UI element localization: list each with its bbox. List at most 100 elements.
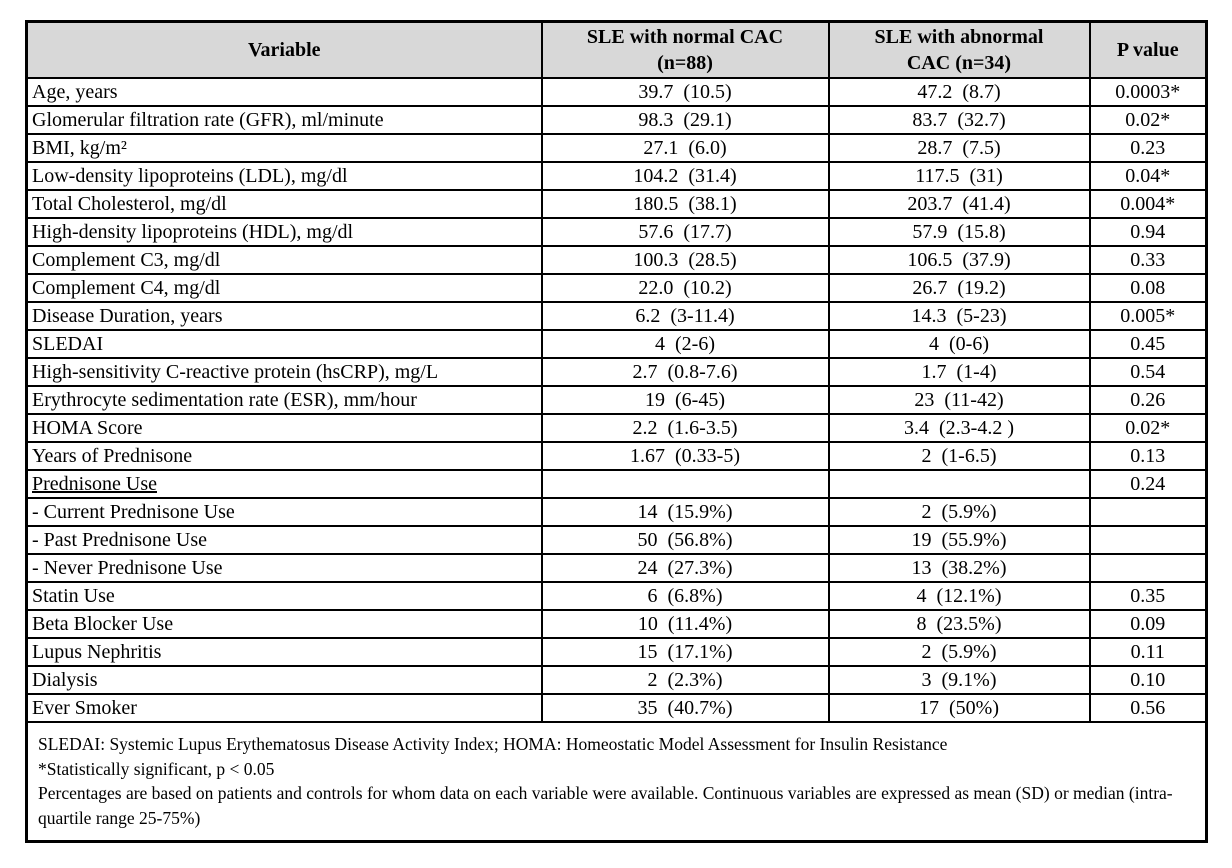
- p-value-cell: 0.005*: [1088, 301, 1208, 331]
- variable-cell: Age, years: [25, 77, 543, 107]
- table-row: Years of Prednisone 1.67 (0.33-5) 2 (1-6.5…: [25, 441, 1208, 471]
- p-value-cell: 0.33: [1088, 245, 1208, 275]
- table-row: Disease Duration, years 6.2 (3-11.4) 14.3 …: [25, 301, 1208, 331]
- abnormal-cac-value-cell: 13 (38.2%): [827, 553, 1091, 583]
- column-header-abnormal-cac: SLE with abnormal CAC (n=34): [827, 20, 1091, 79]
- normal-cac-value-cell: 2.2 (1.6-3.5): [540, 413, 830, 443]
- variable-cell: - Current Prednisone Use: [25, 497, 543, 527]
- column-header-normal-cac: SLE with normal CAC (n=88): [540, 20, 830, 79]
- variable-cell: High-density lipoproteins (HDL), mg/dl: [25, 217, 543, 247]
- variable-cell: Disease Duration, years: [25, 301, 543, 331]
- abnormal-cac-value-cell: 57.9 (15.8): [827, 217, 1091, 247]
- table-row: Ever Smoker 35 (40.7%) 17 (50%) 0.56: [25, 693, 1208, 723]
- normal-cac-value-cell: 14 (15.9%): [540, 497, 830, 527]
- variable-cell: Lupus Nephritis: [25, 637, 543, 667]
- p-value-cell: 0.35: [1088, 581, 1208, 611]
- normal-cac-value-cell: 104.2 (31.4): [540, 161, 830, 191]
- table-row: - Past Prednisone Use 50 (56.8%) 19 (55.9%…: [25, 525, 1208, 555]
- normal-cac-value-cell: 6.2 (3-11.4): [540, 301, 830, 331]
- p-value-cell: 0.02*: [1088, 413, 1208, 443]
- table-row: Statin Use 6 (6.8%) 4 (12.1%) 0.35: [25, 581, 1208, 611]
- abnormal-cac-value-cell: 26.7 (19.2): [827, 273, 1091, 303]
- abnormal-cac-value-cell: 3.4 (2.3-4.2 ): [827, 413, 1091, 443]
- variable-cell: - Past Prednisone Use: [25, 525, 543, 555]
- normal-cac-value-cell: 39.7 (10.5): [540, 77, 830, 107]
- variable-cell: Statin Use: [25, 581, 543, 611]
- normal-cac-value-cell: 19 (6-45): [540, 385, 830, 415]
- footnote-percentages: Percentages are based on patients and co…: [38, 783, 1173, 828]
- table-row: Complement C4, mg/dl 22.0 (10.2) 26.7 (19.…: [25, 273, 1208, 303]
- normal-cac-value-cell: 35 (40.7%): [540, 693, 830, 723]
- p-value-cell: 0.0003*: [1088, 77, 1208, 107]
- abnormal-cac-value-cell: 1.7 (1-4): [827, 357, 1091, 387]
- variable-cell: High-sensitivity C-reactive protein (hsC…: [25, 357, 543, 387]
- variable-cell: Prednisone Use: [25, 469, 543, 499]
- table-row: Erythrocyte sedimentation rate (ESR), mm…: [25, 385, 1208, 415]
- normal-cac-value-cell: 57.6 (17.7): [540, 217, 830, 247]
- normal-cac-value-cell: [540, 469, 830, 499]
- normal-cac-value-cell: 50 (56.8%): [540, 525, 830, 555]
- footnote-significance: *Statistically significant, p < 0.05: [38, 758, 275, 779]
- table-row: Total Cholesterol, mg/dl 180.5 (38.1) 203.…: [25, 189, 1208, 219]
- p-value-cell: 0.26: [1088, 385, 1208, 415]
- abnormal-cac-value-cell: 23 (11-42): [827, 385, 1091, 415]
- p-value-cell: 0.24: [1088, 469, 1208, 499]
- p-value-cell: 0.02*: [1088, 105, 1208, 135]
- abnormal-cac-value-cell: [827, 469, 1091, 499]
- table-row: Beta Blocker Use 10 (11.4%) 8 (23.5%) 0.09: [25, 609, 1208, 639]
- normal-cac-value-cell: 1.67 (0.33-5): [540, 441, 830, 471]
- abnormal-cac-value-cell: 19 (55.9%): [827, 525, 1091, 555]
- variable-cell: Beta Blocker Use: [25, 609, 543, 639]
- table-row: Lupus Nephritis 15 (17.1%) 2 (5.9%) 0.11: [25, 637, 1208, 667]
- p-value-cell: 0.04*: [1088, 161, 1208, 191]
- table-body: Age, years 39.7 (10.5) 47.2 (8.7) 0.0003* Gl…: [25, 77, 1208, 723]
- abnormal-cac-value-cell: 2 (5.9%): [827, 637, 1091, 667]
- p-value-cell: 0.004*: [1088, 189, 1208, 219]
- p-value-cell: [1088, 553, 1208, 583]
- p-value-cell: 0.45: [1088, 329, 1208, 359]
- table-row: Low-density lipoproteins (LDL), mg/dl 104…: [25, 161, 1208, 191]
- abnormal-cac-value-cell: 4 (12.1%): [827, 581, 1091, 611]
- normal-cac-value-cell: 10 (11.4%): [540, 609, 830, 639]
- normal-cac-value-cell: 98.3 (29.1): [540, 105, 830, 135]
- abnormal-cac-value-cell: 2 (5.9%): [827, 497, 1091, 527]
- variable-cell: Low-density lipoproteins (LDL), mg/dl: [25, 161, 543, 191]
- abnormal-cac-value-cell: 3 (9.1%): [827, 665, 1091, 695]
- table-footer: SLEDAI: Systemic Lupus Erythematosus Dis…: [25, 721, 1208, 843]
- normal-cac-value-cell: 2 (2.3%): [540, 665, 830, 695]
- p-value-cell: 0.10: [1088, 665, 1208, 695]
- variable-cell: Complement C3, mg/dl: [25, 245, 543, 275]
- normal-cac-value-cell: 100.3 (28.5): [540, 245, 830, 275]
- table-row: Prednisone Use 0.24: [25, 469, 1208, 499]
- variable-cell: Complement C4, mg/dl: [25, 273, 543, 303]
- column-header-p-value: P value: [1088, 20, 1208, 79]
- variable-cell: Erythrocyte sedimentation rate (ESR), mm…: [25, 385, 543, 415]
- variable-cell: Years of Prednisone: [25, 441, 543, 471]
- variable-cell: BMI, kg/m²: [25, 133, 543, 163]
- abnormal-cac-value-cell: 47.2 (8.7): [827, 77, 1091, 107]
- normal-cac-value-cell: 27.1 (6.0): [540, 133, 830, 163]
- variable-cell: Total Cholesterol, mg/dl: [25, 189, 543, 219]
- abnormal-cac-value-cell: 106.5 (37.9): [827, 245, 1091, 275]
- table-row: High-density lipoproteins (HDL), mg/dl 57…: [25, 217, 1208, 247]
- footnote-row: SLEDAI: Systemic Lupus Erythematosus Dis…: [25, 721, 1208, 843]
- abnormal-cac-value-cell: 4 (0-6): [827, 329, 1091, 359]
- table-row: SLEDAI 4 (2-6) 4 (0-6) 0.45: [25, 329, 1208, 359]
- normal-cac-value-cell: 6 (6.8%): [540, 581, 830, 611]
- variable-cell: Dialysis: [25, 665, 543, 695]
- p-value-cell: 0.09: [1088, 609, 1208, 639]
- table-header: Variable SLE with normal CAC (n=88) SLE …: [25, 20, 1208, 79]
- abnormal-cac-value-cell: 28.7 (7.5): [827, 133, 1091, 163]
- abnormal-cac-value-cell: 14.3 (5-23): [827, 301, 1091, 331]
- normal-cac-value-cell: 15 (17.1%): [540, 637, 830, 667]
- table-row: Complement C3, mg/dl 100.3 (28.5) 106.5 (3…: [25, 245, 1208, 275]
- table-row: - Never Prednisone Use 24 (27.3%) 13 (38.2…: [25, 553, 1208, 583]
- p-value-cell: 0.08: [1088, 273, 1208, 303]
- p-value-cell: [1088, 525, 1208, 555]
- p-value-cell: 0.94: [1088, 217, 1208, 247]
- abnormal-cac-value-cell: 2 (1-6.5): [827, 441, 1091, 471]
- normal-cac-value-cell: 22.0 (10.2): [540, 273, 830, 303]
- normal-cac-value-cell: 4 (2-6): [540, 329, 830, 359]
- variable-cell: - Never Prednisone Use: [25, 553, 543, 583]
